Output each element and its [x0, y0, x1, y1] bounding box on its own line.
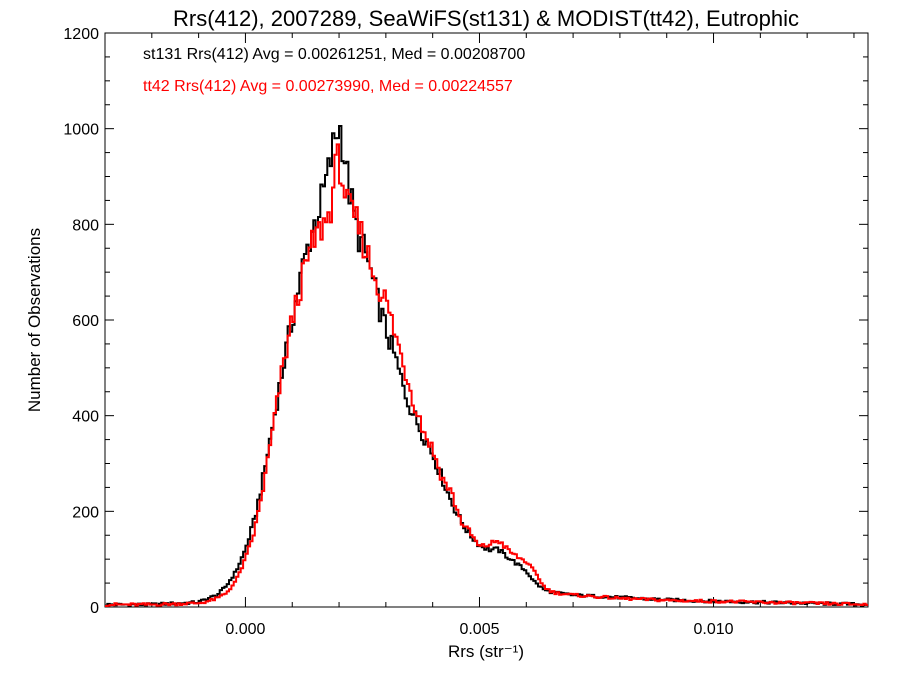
legend-entry-tt42: tt42 Rrs(412) Avg = 0.00273990, Med = 0.…: [143, 78, 513, 95]
y-tick-label: 800: [72, 217, 99, 234]
y-axis: 0 200 400 600 800 1000 1200: [63, 26, 868, 617]
x-tick-label: 0.000: [225, 621, 265, 638]
x-axis: 0.000 0.005 0.010: [104, 33, 855, 638]
x-tick-label: 0.010: [694, 621, 734, 638]
x-tick-label: 0.005: [459, 621, 499, 638]
y-tick-label: 1200: [63, 26, 99, 43]
series-line-tt42: [105, 143, 868, 607]
chart-title: Rrs(412), 2007289, SeaWiFS(st131) & MODI…: [173, 6, 799, 31]
plot-frame: [104, 32, 869, 608]
y-tick-label: 0: [90, 600, 99, 617]
y-tick-label: 600: [72, 313, 99, 330]
y-axis-label: Number of Observations: [25, 228, 44, 412]
x-axis-label: Rrs (str⁻¹): [448, 642, 524, 661]
series-layer: [105, 125, 868, 607]
y-tick-label: 200: [72, 504, 99, 521]
y-tick-label: 1000: [63, 122, 99, 139]
series-line-st131: [105, 125, 868, 607]
legend-entry-st131: st131 Rrs(412) Avg = 0.00261251, Med = 0…: [143, 46, 525, 63]
y-tick-label: 400: [72, 409, 99, 426]
